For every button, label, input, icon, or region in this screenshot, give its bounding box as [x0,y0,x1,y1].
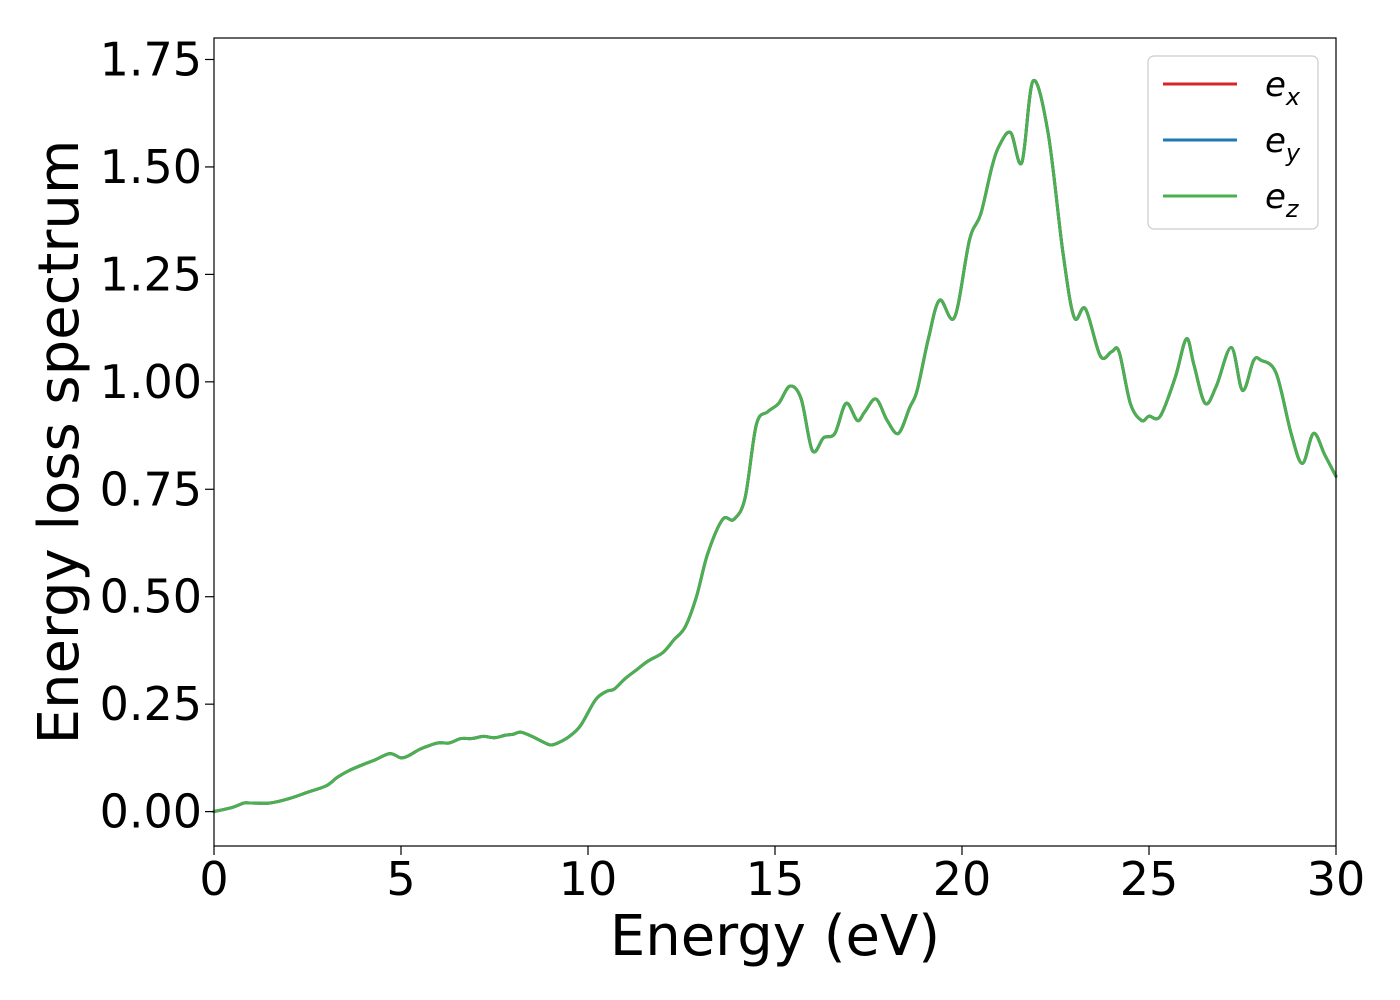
y-tick-label: 0.75 [100,462,202,516]
x-axis-label: Energy (eV) [610,904,940,969]
y-axis-label: Energy loss spectrum [27,140,92,745]
y-tick-label: 0.50 [100,570,202,624]
y-tick-label: 0.25 [100,677,202,731]
legend-box [1147,55,1319,230]
series-line-ez [212,78,1338,814]
x-tick-label: 20 [933,852,992,906]
legend-label-sub: x [1285,83,1301,111]
x-tick-label: 30 [1307,852,1366,906]
x-tick-label: 25 [1120,852,1179,906]
y-tick-label: 1.25 [100,247,202,301]
legend-label-y: ey [1265,121,1301,167]
legend-label-base: e [1265,177,1286,217]
legend-label-base: e [1265,65,1286,105]
legend-label-base: e [1265,121,1286,161]
legend-label-sub: y [1285,139,1301,167]
y-tick-label: 1.75 [100,32,202,86]
x-tick-label: 15 [746,852,805,906]
x-axis-ticks: 0 5 10 15 20 25 30 [199,846,1365,906]
x-tick-label: 0 [199,852,228,906]
legend-label-sub: z [1285,195,1300,223]
x-tick-label: 5 [386,852,415,906]
y-axis-ticks: 0.00 0.25 0.50 0.75 1.00 1.25 1.50 1.75 [100,32,214,839]
y-tick-label: 1.00 [100,355,202,409]
legend-label-z: ez [1265,177,1300,223]
series-layer [212,78,1338,814]
legend-label-x: ex [1265,65,1301,111]
x-tick-label: 10 [559,852,618,906]
y-tick-label: 1.50 [100,140,202,194]
y-tick-label: 0.00 [100,785,202,839]
